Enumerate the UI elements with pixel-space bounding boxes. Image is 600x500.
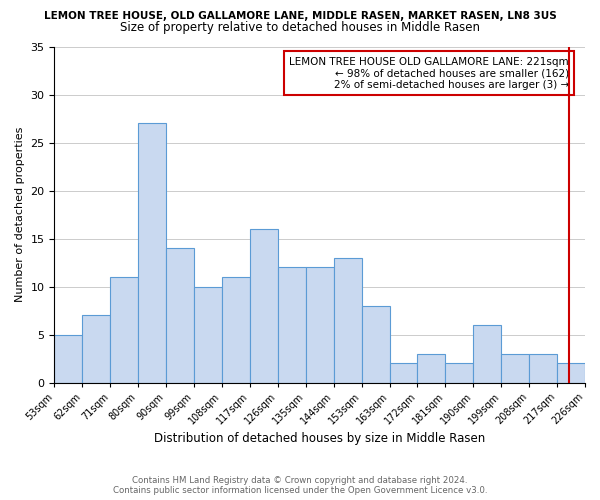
Bar — [473, 325, 501, 382]
X-axis label: Distribution of detached houses by size in Middle Rasen: Distribution of detached houses by size … — [154, 432, 485, 445]
Text: LEMON TREE HOUSE, OLD GALLAMORE LANE, MIDDLE RASEN, MARKET RASEN, LN8 3US: LEMON TREE HOUSE, OLD GALLAMORE LANE, MI… — [44, 11, 556, 21]
Bar — [110, 277, 138, 382]
Bar — [138, 124, 166, 382]
Bar — [445, 364, 473, 382]
Bar — [389, 364, 418, 382]
Bar — [278, 268, 306, 382]
Text: Contains HM Land Registry data © Crown copyright and database right 2024.
Contai: Contains HM Land Registry data © Crown c… — [113, 476, 487, 495]
Text: LEMON TREE HOUSE OLD GALLAMORE LANE: 221sqm
← 98% of detached houses are smaller: LEMON TREE HOUSE OLD GALLAMORE LANE: 221… — [289, 56, 569, 90]
Bar — [306, 268, 334, 382]
Bar — [194, 286, 222, 382]
Bar — [82, 316, 110, 382]
Bar — [418, 354, 445, 382]
Bar — [557, 364, 585, 382]
Text: Size of property relative to detached houses in Middle Rasen: Size of property relative to detached ho… — [120, 21, 480, 34]
Bar — [166, 248, 194, 382]
Bar — [250, 229, 278, 382]
Bar — [334, 258, 362, 382]
Bar — [222, 277, 250, 382]
Bar — [362, 306, 389, 382]
Bar — [529, 354, 557, 382]
Bar — [501, 354, 529, 382]
Y-axis label: Number of detached properties: Number of detached properties — [15, 127, 25, 302]
Bar — [55, 334, 82, 382]
